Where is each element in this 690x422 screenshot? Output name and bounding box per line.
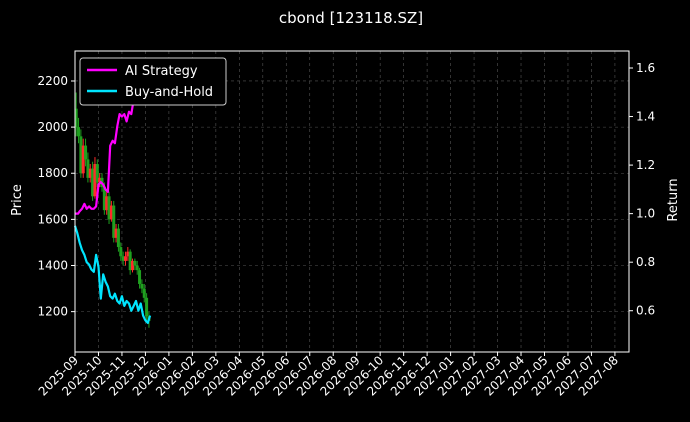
candle-body-19: [119, 247, 123, 257]
candle-body-29: [142, 288, 146, 298]
candle-body-20: [121, 256, 125, 261]
y-tick-label-0: 1200: [37, 305, 68, 319]
y2-tick-label-1: 0.8: [636, 255, 655, 269]
candle-body-18: [116, 228, 120, 248]
candle-body-9: [95, 164, 99, 183]
y-tick-label-3: 1800: [37, 166, 68, 180]
candle-body-25: [133, 260, 137, 266]
candle-body-21: [123, 256, 127, 261]
candle-body-7: [91, 168, 95, 197]
y2-tick-label-0: 0.6: [636, 304, 655, 318]
plot-frame: [74, 50, 630, 353]
candle-body-17: [114, 228, 118, 238]
y-tick-label-4: 2000: [37, 120, 68, 134]
candle-body-23: [128, 251, 132, 271]
candle-body-27: [138, 270, 142, 284]
candle-body-14: [107, 196, 111, 220]
legend-label-ai-strategy: AI Strategy: [125, 64, 198, 79]
series-line-buy-and-hold: [73, 225, 152, 324]
left-axis: 1200 1400 1600 1800 2000 2200: [37, 74, 75, 319]
y-tick-label-1: 1400: [37, 259, 68, 273]
candle-body-0: [74, 108, 78, 128]
candle-body-8: [93, 164, 97, 197]
candle-body-3: [81, 145, 85, 174]
candle-body-30: [145, 297, 149, 317]
candle-body-6: [88, 168, 92, 178]
candle-body-2: [79, 136, 83, 174]
legend-label-buy-and-hold: Buy-and-Hold: [125, 85, 213, 100]
legend: AI Strategy Buy-and-Hold: [79, 57, 227, 106]
candle-body-1: [77, 127, 81, 137]
y2-tick-label-5: 1.6: [636, 61, 655, 75]
candle-body-28: [140, 283, 144, 289]
right-axis: 0.6 0.8 1.0 1.2 1.4 1.6: [629, 61, 655, 318]
candle-body-10: [98, 177, 102, 183]
candle-body-4: [84, 145, 88, 160]
candle-body-16: [112, 205, 116, 238]
candle-body-24: [131, 260, 135, 271]
y-tick-label-2: 1600: [37, 212, 68, 226]
y-axis-label: Price: [10, 184, 25, 216]
y2-tick-label-3: 1.2: [636, 158, 655, 172]
candle-body-12: [102, 187, 106, 211]
candle-body-15: [109, 205, 113, 220]
candle-body-26: [135, 265, 139, 271]
y2-tick-label-4: 1.4: [636, 110, 655, 124]
y2-axis-label: Return: [666, 178, 681, 221]
chart-title: cbond [123118.SZ]: [279, 9, 423, 27]
candle-body-5: [86, 159, 90, 178]
y-tick-label-5: 2200: [37, 74, 68, 88]
candle-body-13: [105, 196, 109, 211]
candle-body-22: [126, 251, 130, 257]
y2-tick-label-2: 1.0: [636, 207, 655, 221]
